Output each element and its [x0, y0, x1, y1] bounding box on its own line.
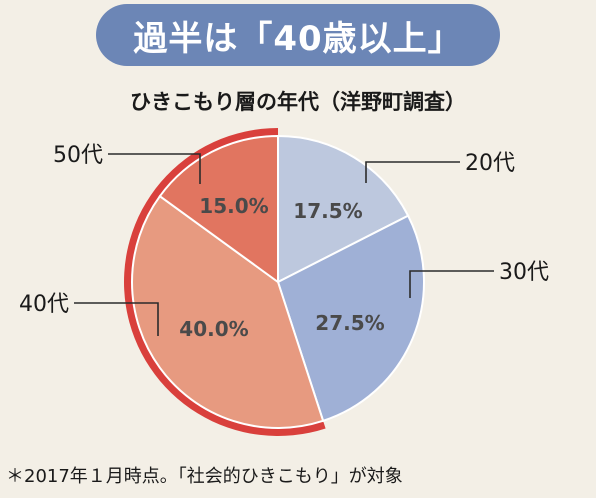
pie-slice-3 — [131, 194, 325, 429]
slice-value-label: 40.0% — [179, 317, 248, 341]
category-label: 30代 — [499, 260, 549, 285]
leader-line — [409, 270, 494, 298]
leader-line — [365, 161, 460, 183]
slice-value-label: 17.5% — [293, 199, 362, 223]
category-label: 40代 — [19, 292, 69, 317]
leader-line — [108, 153, 201, 184]
headline-banner: 過半は「40歳以上」 — [96, 4, 500, 66]
slice-value-label: 27.5% — [315, 311, 384, 335]
slice-value-label: 15.0% — [199, 194, 268, 218]
headline-text: 過半は「40歳以上」 — [133, 18, 463, 59]
leader-line — [74, 302, 159, 336]
pie-slice-4 — [158, 134, 279, 284]
footnote: ＊2017年１月時点。「社会的ひきこもり」が対象 — [6, 466, 403, 487]
pie-slice-1 — [277, 134, 410, 284]
category-label: 20代 — [465, 151, 515, 176]
category-label: 50代 — [53, 143, 103, 168]
pie-slice-2 — [276, 214, 425, 423]
chart-title: ひきこもり層の年代（洋野町調査） — [130, 90, 466, 114]
